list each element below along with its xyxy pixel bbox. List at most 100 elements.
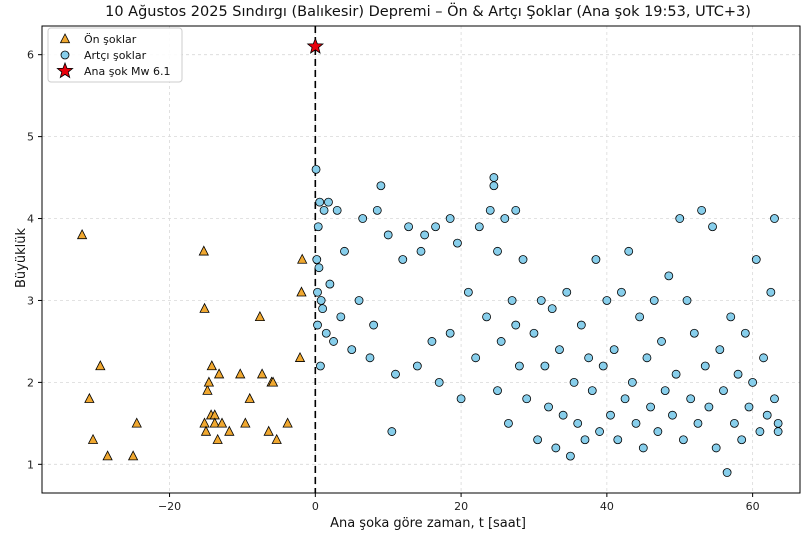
aftershock-point [522,394,532,404]
foreshock-point [198,245,209,256]
aftershock-point [493,246,502,256]
aftershock-point [730,418,739,428]
chart-title: 10 Ağustos 2025 Sındırgı (Balıkesir) Dep… [105,2,751,20]
aftershock-point [580,435,590,445]
aftershock-point [315,197,325,207]
data-points [76,37,783,477]
aftershock-point [627,377,637,387]
aftershock-point [316,361,325,371]
aftershock-point [434,377,444,387]
aftershock-point [602,296,612,305]
aftershock-point [383,230,393,240]
aftershock-point [573,418,583,428]
legend-entry-label: Artçı şoklar [84,49,147,62]
foreshock-point [84,392,95,403]
aftershock-point [511,320,521,330]
aftershock-point [312,255,322,264]
aftershock-point [555,345,564,355]
aftershock-point [329,337,338,346]
aftershock-point [762,410,772,420]
legend-marker [56,61,74,79]
aftershock-point [482,312,491,322]
aftershock-point [313,320,322,330]
aftershock-point [536,296,546,305]
aftershock-point [471,353,481,363]
aftershock-point [737,435,747,445]
aftershock-point [598,361,608,371]
foreshock-point [294,351,306,362]
legend-entry-label: Ana şok Mw 6.1 [84,65,171,78]
aftershock-point [606,410,615,420]
aftershock-point [704,402,714,412]
foreshock-point [216,417,228,428]
aftershock-point [719,386,728,395]
aftershock-point [496,337,506,346]
legend-box [47,27,183,83]
aftershock-point [682,296,692,305]
aftershock-point [336,312,346,322]
foreshock-point [199,417,210,428]
legend: Ön şoklar Artçı şoklar Ana şok Mw 6.1 [47,27,183,83]
aftershock-point [313,222,323,232]
foreshock-point [213,368,225,379]
x-tick-label: −20 [158,500,181,513]
foreshock-point [102,450,113,461]
aftershock-point [759,353,768,363]
aftershock-point [620,394,630,404]
y-tick-label: 6 [27,49,34,62]
aftershock-point [324,197,333,207]
foreshock-point [131,417,142,428]
aftershock-point [558,410,568,420]
aftershock-point [489,181,499,191]
aftershock-point [664,271,674,281]
axis-ticks: −20 0 20 40 60 1 2 3 4 5 6 [27,49,760,513]
aftershock-point [431,222,440,232]
foreshock-point [87,433,99,444]
aftershock-point [748,377,758,387]
aftershock-point [445,214,455,223]
aftershock-point [551,443,561,453]
aftershock-point [313,287,322,297]
aftershock-point [591,255,601,264]
aftershock-point [319,205,329,215]
x-tick-label: 20 [454,500,468,513]
aftershock-point [372,205,382,215]
aftershock-point [657,337,666,346]
aftershock-point [595,427,604,436]
foreshock-point [200,425,212,436]
mainshock-point [306,37,325,54]
aftershock-point [733,369,743,379]
y-tick-label: 1 [27,458,34,471]
aftershock-point [613,435,623,445]
aftershock-point [318,304,328,314]
aftershock-point [391,369,400,379]
aftershock-point [544,402,553,412]
aftershock-point [489,173,499,182]
aftershock-point [332,205,342,215]
aftershock-point [420,230,430,240]
aftershock-point [635,312,645,322]
foreshock-point [267,376,279,387]
aftershock-point [755,427,765,436]
aftershock-point [404,222,414,232]
aftershock-point [562,287,572,297]
foreshock-point [127,450,139,461]
aftershock-point [493,386,502,395]
aftershock-point [511,205,521,215]
aftershock-point [646,402,655,412]
aftershock-point [740,328,750,338]
aftershock-point [751,255,761,264]
aftershock-point [365,353,375,363]
aftershock-point [624,246,634,256]
foreshock-point [296,286,307,297]
foreshock-point [271,433,282,444]
legend-marker [60,50,70,60]
aftershock-point [678,435,688,445]
aftershock-point [584,353,594,363]
aftershock-point [398,255,408,264]
legend-entry-label: Ön şoklar [84,33,137,46]
aftershock-point [485,205,495,215]
foreshock-point [256,368,268,379]
aftershock-point [697,205,707,215]
